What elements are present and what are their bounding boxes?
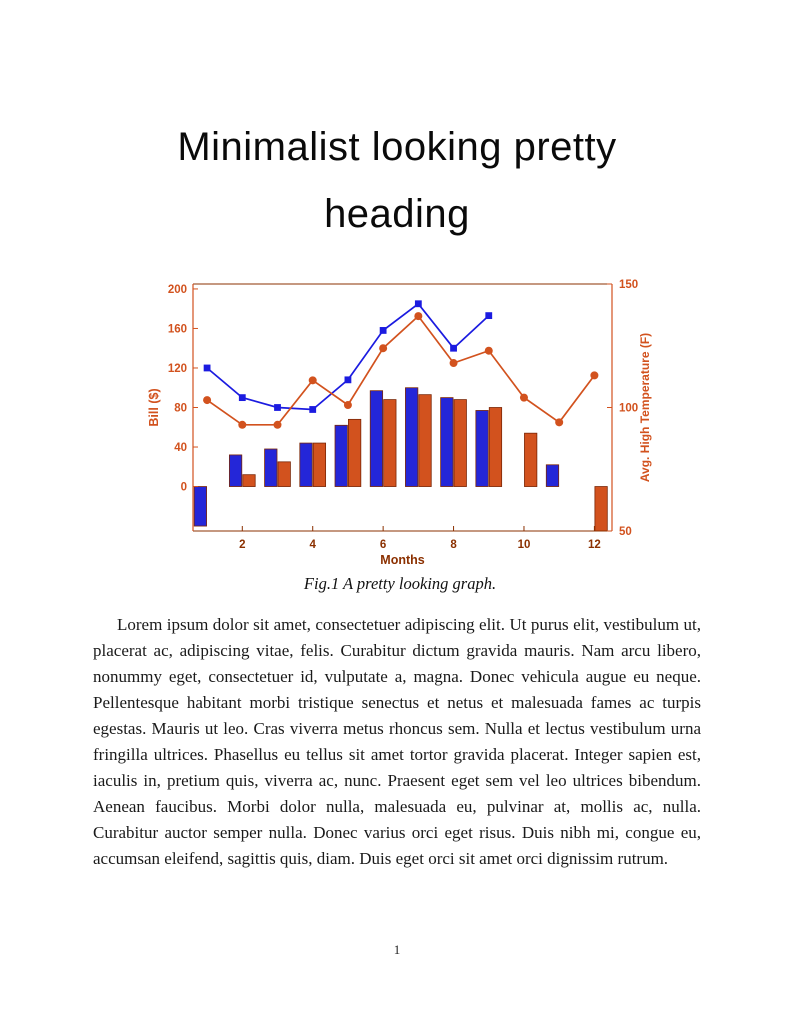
svg-text:Months: Months (380, 553, 424, 567)
svg-text:10: 10 (518, 539, 531, 551)
svg-text:40: 40 (174, 442, 187, 454)
bill-temperature-chart: 0 40 80 120 160 200 50 100 150 2 4 6 8 10 12 Months Bill… (145, 276, 655, 568)
page-title-line-2: heading (324, 192, 470, 236)
body-paragraph: Lorem ipsum dolor sit amet, consectetuer… (93, 615, 701, 868)
svg-text:12: 12 (588, 539, 601, 551)
bill-bars-orange (242, 394, 608, 531)
bill-line-blue (203, 300, 493, 413)
svg-text:120: 120 (168, 363, 187, 375)
svg-text:Bill ($): Bill ($) (147, 388, 161, 426)
svg-text:6: 6 (380, 539, 386, 551)
plot-area (193, 300, 608, 531)
bill-bars-blue (193, 387, 560, 527)
svg-text:4: 4 (310, 539, 317, 551)
temperature-line-orange (203, 312, 599, 429)
svg-text:8: 8 (450, 539, 457, 551)
figure-caption: Fig.1 A pretty looking graph. (303, 574, 497, 593)
page-number: 1 (393, 942, 401, 957)
page-title: Minimalist looking pretty heading (0, 114, 794, 248)
page-title-line-1: Minimalist looking pretty (177, 125, 617, 169)
svg-text:Avg. High Temperature (F): Avg. High Temperature (F) (638, 333, 652, 482)
svg-text:100: 100 (619, 403, 638, 415)
svg-text:0: 0 (181, 482, 187, 494)
svg-text:80: 80 (174, 403, 187, 415)
svg-text:50: 50 (619, 526, 632, 538)
svg-text:2: 2 (239, 539, 245, 551)
svg-text:200: 200 (168, 284, 187, 296)
chart-svg: 0 40 80 120 160 200 50 100 150 2 4 6 8 10 12 Months Bill… (147, 279, 652, 567)
svg-text:150: 150 (619, 279, 638, 291)
figure: 0 40 80 120 160 200 50 100 150 2 4 6 8 10 12 Months Bill… (145, 276, 655, 594)
svg-text:160: 160 (168, 323, 187, 335)
